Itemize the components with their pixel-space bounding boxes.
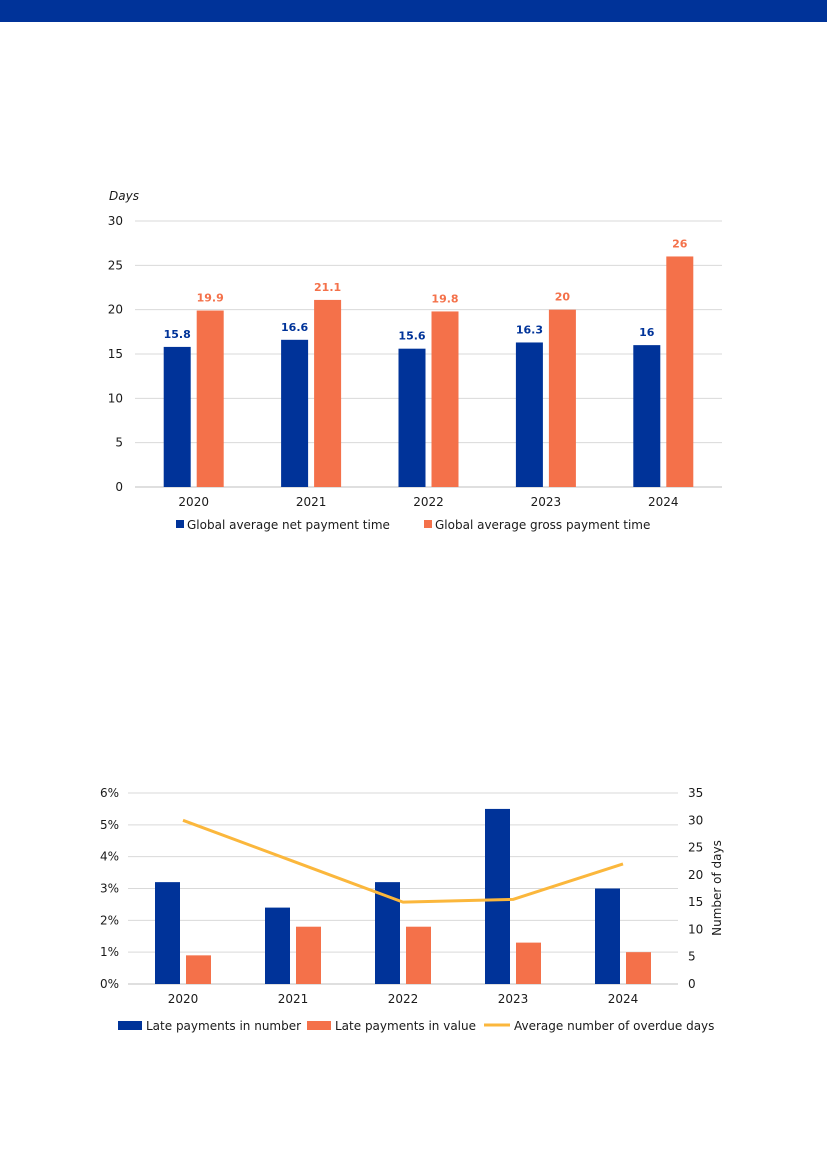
- data-label: 26: [672, 237, 688, 250]
- right-y-tick-label: 0: [688, 977, 696, 991]
- y-tick-label: 20: [108, 303, 123, 317]
- data-label: 16.6: [281, 321, 308, 334]
- legend-swatch: [307, 1021, 331, 1030]
- late-value-bar: [186, 955, 211, 984]
- late-value-bar: [406, 926, 431, 984]
- late-value-bar: [516, 942, 541, 984]
- top-brand-band: [0, 0, 827, 22]
- y-tick-label: 5: [115, 436, 123, 450]
- data-label: 19.8: [431, 292, 458, 305]
- data-label: 20: [555, 291, 571, 304]
- late-number-bar: [155, 882, 180, 984]
- x-tick-label: 2023: [531, 495, 562, 509]
- late-value-bar: [296, 926, 321, 984]
- left-y-tick-label: 4%: [100, 850, 119, 864]
- gross-payment-bar: [431, 311, 459, 487]
- right-y-tick-label: 10: [688, 922, 703, 936]
- y-tick-label: 25: [108, 258, 123, 272]
- legend-label: Global average net payment time: [187, 518, 390, 532]
- gross-payment-bar: [548, 309, 576, 487]
- right-y-tick-label: 20: [688, 868, 703, 882]
- left-y-tick-label: 0%: [100, 977, 119, 991]
- net-payment-bar: [281, 339, 309, 487]
- legend-label: Global average gross payment time: [435, 518, 650, 532]
- x-tick-label: 2020: [178, 495, 209, 509]
- data-label: 15.8: [164, 328, 191, 341]
- y-axis-title: Days: [109, 189, 139, 203]
- overdue-days-line: [182, 818, 624, 904]
- net-payment-bar: [633, 345, 661, 487]
- data-label: 15.6: [398, 330, 425, 343]
- left-y-tick-label: 1%: [100, 945, 119, 959]
- x-tick-label: 2021: [296, 495, 327, 509]
- x-tick-label: 2022: [413, 495, 444, 509]
- data-label: 19.9: [197, 292, 224, 305]
- y-tick-label: 30: [108, 214, 123, 228]
- left-y-tick-label: 6%: [100, 786, 119, 800]
- left-y-tick-label: 2%: [100, 913, 119, 927]
- net-payment-bar: [163, 346, 191, 487]
- y-tick-label: 10: [108, 391, 123, 405]
- x-tick-label: 2024: [648, 495, 679, 509]
- data-label: 16.3: [516, 323, 543, 336]
- late-number-bar: [485, 808, 510, 984]
- x-tick-label: 2022: [388, 992, 419, 1006]
- gross-payment-bar: [196, 310, 224, 487]
- left-y-tick-label: 3%: [100, 882, 119, 896]
- right-y-tick-label: 35: [688, 786, 703, 800]
- legend-swatch: [176, 520, 184, 528]
- right-y-tick-label: 25: [688, 841, 703, 855]
- gross-payment-bar: [666, 256, 694, 487]
- right-y-tick-label: 15: [688, 895, 703, 909]
- data-label: 21.1: [314, 281, 341, 294]
- right-y-axis-title: Number of days: [710, 840, 724, 936]
- right-y-tick-label: 30: [688, 813, 703, 827]
- payment-time-chart: Days 0 5 10 15 20 25 30 2020 15.8 19.9 2021 16.6 21.1…: [108, 189, 722, 532]
- legend-label: Late payments in number: [146, 1019, 301, 1033]
- data-label: 16: [639, 326, 655, 339]
- net-payment-bar: [515, 342, 543, 487]
- left-y-tick-label: 5%: [100, 818, 119, 832]
- x-tick-label: 2021: [278, 992, 309, 1006]
- legend-swatch: [118, 1021, 142, 1030]
- y-tick-label: 0: [115, 480, 123, 494]
- late-number-bar: [595, 888, 620, 984]
- legend-label: Average number of overdue days: [514, 1019, 714, 1033]
- legend-label: Late payments in value: [335, 1019, 476, 1033]
- x-tick-label: 2024: [608, 992, 639, 1006]
- x-tick-label: 2023: [498, 992, 529, 1006]
- late-number-bar: [265, 907, 290, 984]
- legend-swatch: [424, 520, 432, 528]
- x-tick-label: 2020: [168, 992, 199, 1006]
- right-y-tick-label: 5: [688, 950, 696, 964]
- late-value-bar: [626, 952, 651, 984]
- net-payment-bar: [398, 348, 426, 487]
- y-tick-label: 15: [108, 347, 123, 361]
- gross-payment-bar: [314, 299, 342, 487]
